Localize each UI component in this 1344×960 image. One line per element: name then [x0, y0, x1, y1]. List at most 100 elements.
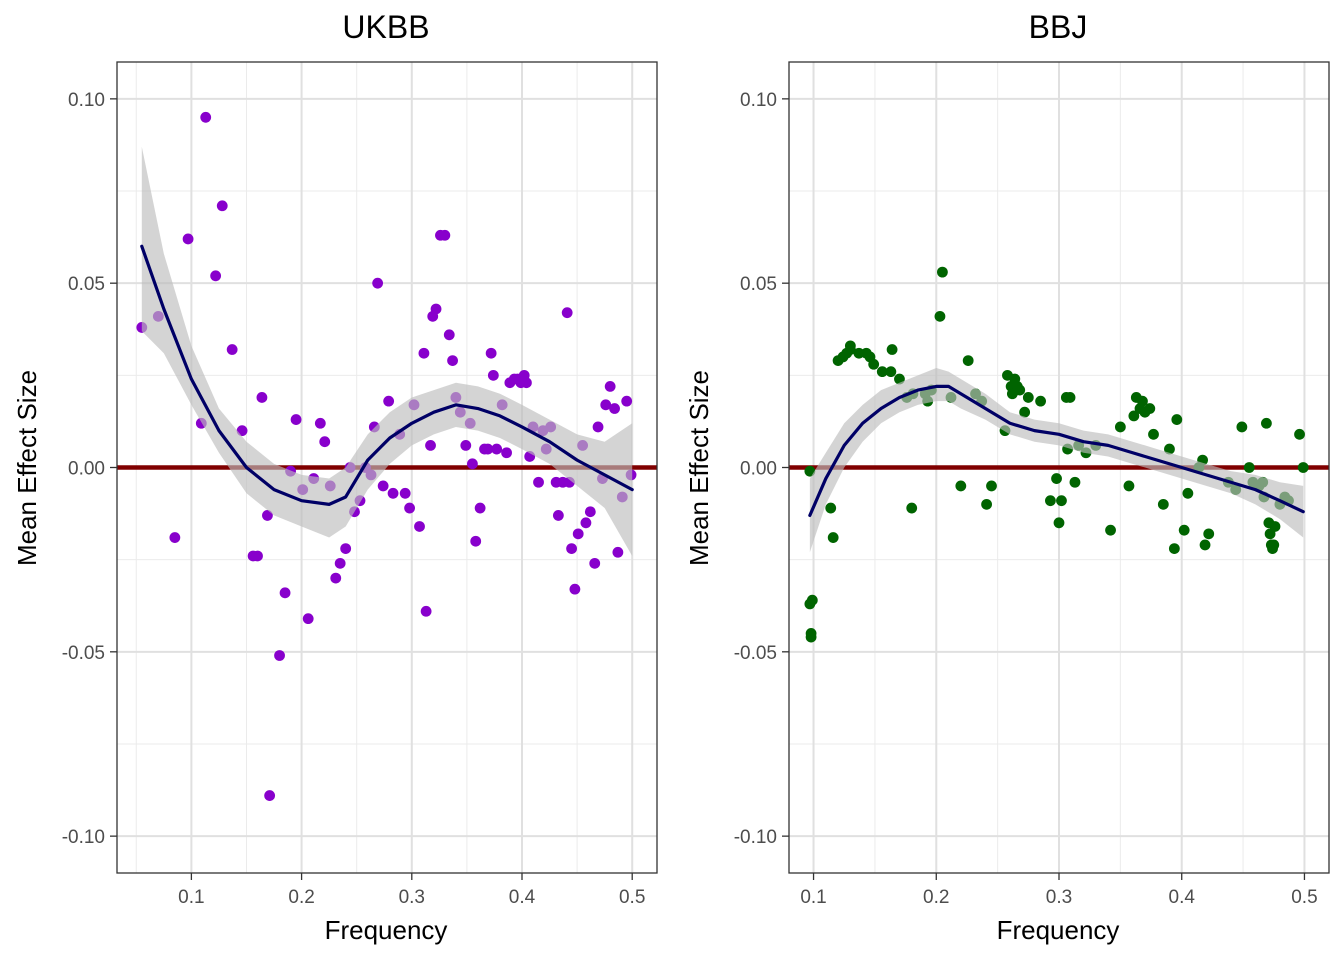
ukbb-data-point [600, 399, 612, 411]
ukbb-x-tick-label: 0.1 [178, 887, 204, 908]
bbj-data-point [1294, 428, 1305, 440]
bbj-data-point [1014, 384, 1026, 396]
ukbb-y-tick-label: -0.10 [62, 827, 105, 848]
bbj-y-tick-label: 0.10 [740, 90, 777, 111]
bbj-data-point [804, 465, 816, 477]
bbj-data-point [934, 310, 946, 322]
ukbb-data-point [377, 480, 389, 492]
ukbb-data-point [467, 458, 478, 470]
bbj-data-point [1128, 410, 1140, 422]
bbj-data-point [1261, 417, 1272, 429]
bbj-data-point [986, 480, 997, 492]
bbj-data-point [937, 266, 948, 278]
bbj-data-point [1053, 517, 1065, 529]
bbj-panel: BBJ 0.1 0.2 0.3 0.4 0.5-0.10-0.050.000.050.1… [684, 9, 1330, 945]
ukbb-data-point [584, 506, 596, 518]
ukbb-data-point [279, 587, 291, 599]
ukbb-data-point [302, 613, 314, 625]
ukbb-data-point [447, 355, 458, 366]
bbj-data-point [1236, 421, 1248, 433]
bbj-plot-area: 0.1 0.2 0.3 0.4 0.5 -0.10 -0.05 0.00 0.05 0.10 [734, 61, 1330, 908]
bbj-data-point [1182, 487, 1194, 499]
ukbb-data-point [589, 557, 601, 569]
ukbb-data-point [561, 307, 573, 319]
bbj-smooth-line [808, 384, 1305, 518]
ukbb-panel: UKBB 0.1 0.2 0.3 0.4 0.5-0.10-0.050.000.050.… [12, 9, 658, 945]
bbj-x-tick-label: 0.4 [1169, 887, 1196, 908]
bbj-x-axis-title: Frequency [997, 915, 1120, 945]
ukbb-data-point [414, 521, 425, 532]
bbj-data-point [1045, 495, 1056, 507]
ukbb-x-tick-label: 0.4 [509, 887, 536, 908]
bbj-data-point [981, 498, 992, 510]
ukbb-data-point [404, 502, 415, 514]
bbj-x-tick-label: 0.2 [923, 887, 949, 908]
bbj-data-point [1269, 521, 1281, 532]
bbj-y-tick-label: 0.05 [740, 274, 777, 295]
bbj-data-point [906, 502, 918, 514]
bbj-data-point [1168, 543, 1180, 554]
ukbb-data-point [372, 277, 384, 289]
ukbb-data-point [443, 329, 455, 341]
bbj-plot-marks [789, 266, 1329, 643]
ukbb-data-point [216, 200, 228, 212]
bbj-data-point [827, 532, 839, 543]
bbj-y-axis-title: Mean Effect Size [684, 370, 714, 566]
ukbb-y-tick-label: -0.05 [62, 643, 105, 664]
ukbb-data-point [569, 583, 581, 595]
bbj-data-point [1051, 473, 1062, 484]
ukbb-data-point [474, 502, 486, 514]
bbj-data-point [805, 631, 817, 643]
ukbb-data-point [210, 270, 222, 282]
ukbb-data-point [592, 421, 604, 433]
bbj-data-point [825, 502, 837, 514]
bbj-data-point [1069, 476, 1081, 488]
ukbb-data-point [566, 543, 577, 554]
ukbb-y-axis-title: Mean Effect Size [12, 370, 42, 566]
bbj-data-point [844, 340, 856, 352]
ukbb-data-point [609, 403, 620, 414]
ukbb-data-point [262, 510, 273, 521]
ukbb-data-point [200, 111, 212, 123]
ukbb-panel-title: UKBB [342, 9, 429, 45]
bbj-data-point [1064, 392, 1076, 403]
bbj-data-point [1243, 462, 1255, 473]
ukbb-data-point [314, 417, 326, 429]
bbj-data-point [1178, 524, 1190, 536]
ukbb-data-point [169, 532, 181, 543]
bbj-data-point [1022, 392, 1034, 403]
bbj-panel-title: BBJ [1029, 9, 1088, 45]
ukbb-data-point [439, 229, 451, 241]
ukbb-plot-area: 0.1 0.2 0.3 0.4 0.5 -0.10 -0.05 0.00 0.05 0.10 [62, 61, 658, 908]
bbj-x-tick-label: 0.1 [800, 887, 826, 908]
bbj-data-point [955, 480, 967, 492]
bbj-x-tick-label: 0.3 [1046, 887, 1072, 908]
ukbb-data-point [226, 344, 238, 355]
ukbb-data-point [387, 487, 399, 499]
ukbb-data-point [533, 476, 544, 488]
ukbb-data-point [482, 443, 494, 455]
ukbb-smooth-line [140, 244, 634, 506]
ukbb-y-tick-label: 0.10 [68, 90, 105, 111]
ukbb-data-point [470, 535, 482, 547]
ukbb-data-point [319, 436, 331, 448]
bbj-data-point [868, 358, 880, 370]
ukbb-data-point [264, 790, 276, 801]
bbj-data-point [806, 594, 818, 606]
bbj-data-point [876, 366, 888, 378]
ukbb-data-point [612, 546, 624, 558]
bbj-data-point [1056, 495, 1067, 507]
bbj-data-point [1297, 462, 1309, 473]
ukbb-data-point [420, 605, 432, 617]
bbj-data-point [962, 355, 974, 366]
bbj-data-point [1203, 528, 1215, 540]
bbj-data-point [886, 344, 898, 355]
bbj-data-point [1123, 480, 1135, 492]
ukbb-data-point [383, 395, 395, 407]
bbj-data-point [1268, 539, 1280, 551]
ukbb-y-tick-label: 0.00 [68, 459, 105, 480]
ukbb-data-point [340, 543, 352, 554]
ukbb-data-point [418, 347, 430, 359]
bbj-data-point [1164, 443, 1175, 455]
ukbb-data-point [430, 303, 442, 315]
